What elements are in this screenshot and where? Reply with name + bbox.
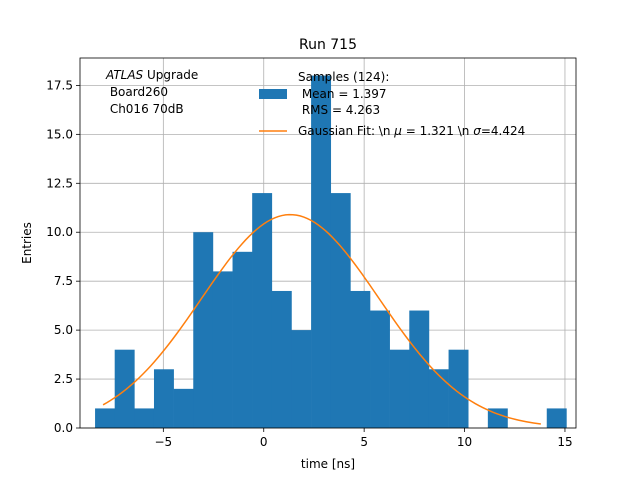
legend: Samples (124): Mean = 1.397 RMS = 4.263 … <box>259 70 525 138</box>
chart-title: Run 715 <box>299 37 357 53</box>
histogram-bar-14 <box>370 310 390 428</box>
gaussian-fit-curve <box>102 213 541 425</box>
histogram-bar-7 <box>232 251 253 428</box>
histogram-bar-16 <box>409 310 430 428</box>
legend-hist-line-3: RMS = 4.263 <box>298 103 380 117</box>
legend-hist-line-1: Samples (124): <box>298 70 389 84</box>
legend-fit-mu-symbol: μ <box>393 124 402 138</box>
histogram-bar-0 <box>95 408 115 428</box>
histogram-bar-2 <box>134 408 155 428</box>
legend-fit-label: Gaussian Fit: \n μ = 1.321 \n σ=4.424 <box>298 124 525 138</box>
histogram-bar-13 <box>350 290 371 428</box>
legend-fit-prefix: Gaussian Fit: \n <box>298 124 394 138</box>
histogram-bar-20 <box>487 408 508 428</box>
x-axis-label: time [ns] <box>301 457 355 471</box>
annotation-line-2: Board260 <box>106 85 168 99</box>
y-tick-label-5: 12.5 <box>46 176 73 190</box>
histogram-bar-6 <box>212 271 233 428</box>
plot-frame <box>79 57 577 429</box>
y-tick-label-1: 2.5 <box>54 372 73 386</box>
x-tick-label-3: 10 <box>457 435 472 449</box>
y-tick-label-4: 10.0 <box>46 225 73 239</box>
x-axis-ticks: −5 0 5 10 15 <box>154 428 573 449</box>
annotation-line-3: Ch016 70dB <box>106 102 184 116</box>
y-tick-label-2: 5.0 <box>54 323 73 337</box>
x-tick-label-0: −5 <box>154 435 172 449</box>
histogram-bar-23 <box>546 408 567 428</box>
y-tick-label-7: 17.5 <box>46 78 73 92</box>
histogram-bar-15 <box>389 349 410 428</box>
annotation-line-1: ATLAS Upgrade <box>105 68 198 82</box>
x-tick-label-2: 5 <box>360 435 368 449</box>
y-axis-ticks: 0.0 2.5 5.0 7.5 10.0 12.5 15.0 17.5 <box>46 78 80 435</box>
y-tick-label-6: 15.0 <box>46 127 73 141</box>
histogram-bar-4 <box>173 388 194 428</box>
x-tick-label-4: 15 <box>557 435 572 449</box>
histogram-bar-1 <box>114 349 135 428</box>
histogram-bars <box>95 75 567 428</box>
histogram-bar-12 <box>330 193 351 428</box>
legend-fit-sigma-symbol: σ <box>473 124 481 138</box>
y-tick-label-0: 0.0 <box>54 421 73 435</box>
histogram-bar-9 <box>271 290 292 428</box>
histogram-bar-17 <box>428 369 449 428</box>
atlas-annotation: ATLAS Upgrade Board260 Ch016 70dB <box>105 68 198 116</box>
legend-fit-mu-value: = 1.321 \n <box>402 124 473 138</box>
y-tick-label-3: 7.5 <box>54 274 73 288</box>
legend-hist-line-2: Mean = 1.397 <box>298 87 387 101</box>
x-tick-label-1: 0 <box>260 435 268 449</box>
legend-histogram-swatch <box>259 89 287 99</box>
y-axis-label: Entries <box>20 222 34 264</box>
histogram-bar-11 <box>311 75 332 428</box>
annotation-upgrade: Upgrade <box>143 68 198 82</box>
histogram-bar-18 <box>448 349 469 428</box>
histogram-bar-3 <box>153 369 174 428</box>
annotation-atlas: ATLAS <box>105 68 144 82</box>
legend-fit-sigma-value: =4.424 <box>481 124 525 138</box>
histogram-bar-5 <box>193 232 214 428</box>
histogram-bar-8 <box>252 193 273 428</box>
histogram-bar-10 <box>291 330 312 428</box>
